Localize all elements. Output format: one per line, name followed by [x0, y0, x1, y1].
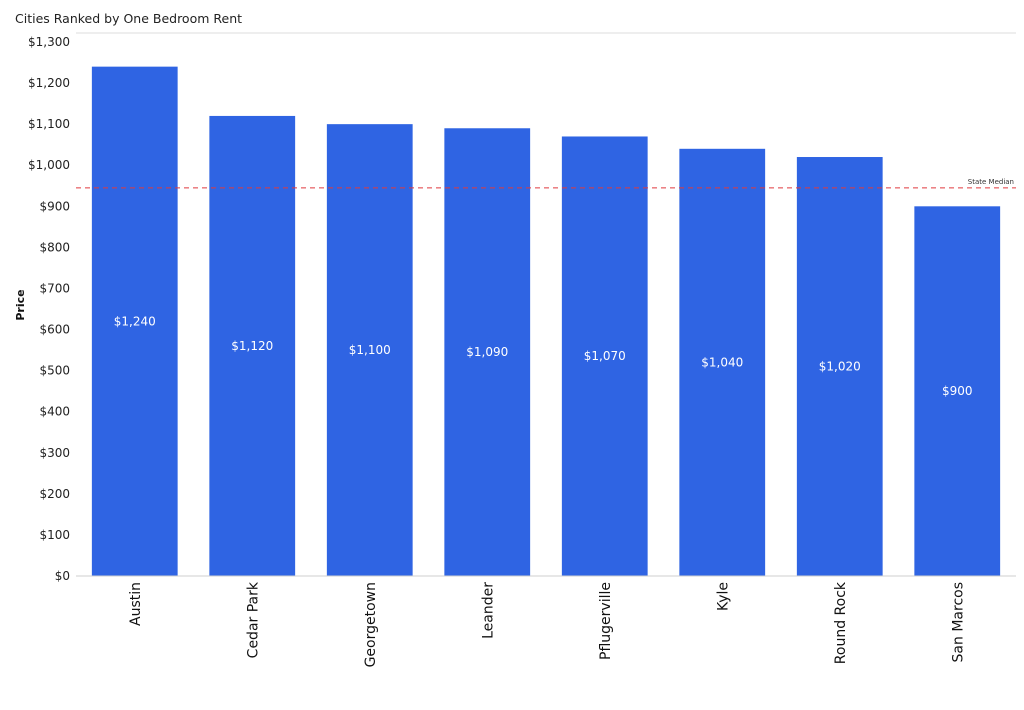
bar-value-label: $1,120: [231, 339, 273, 353]
state-median-reference: State Median: [76, 178, 1016, 189]
y-tick-label: $900: [39, 199, 70, 213]
x-category-label: Kyle: [715, 582, 731, 611]
x-category-label: Cedar Park: [245, 581, 261, 658]
bar[interactable]: [326, 124, 413, 577]
y-tick-label: $800: [39, 240, 70, 254]
bar-value-label: $1,070: [584, 349, 626, 363]
bar-value-label: $900: [942, 384, 973, 398]
y-tick-label: $1,200: [28, 76, 70, 90]
bar[interactable]: [679, 148, 766, 577]
y-tick-label: $0: [55, 569, 70, 583]
bar-value-label: $1,020: [819, 360, 861, 374]
chart-title: Cities Ranked by One Bedroom Rent: [15, 11, 243, 26]
x-axis: Austin Cedar Park Georgetown Leander Pfluger…: [128, 581, 967, 667]
x-category-label: Austin: [128, 582, 144, 626]
y-tick-label: $100: [39, 528, 70, 542]
bar[interactable]: [561, 136, 648, 576]
y-tick-label: $200: [39, 487, 70, 501]
y-tick-label: $600: [39, 323, 70, 337]
x-category-label: Pflugerville: [598, 582, 614, 660]
y-tick-label: $1,300: [28, 35, 70, 49]
bar-value-label: $1,100: [349, 343, 391, 357]
bar[interactable]: [91, 66, 178, 577]
bar-value-label: $1,040: [701, 355, 743, 369]
bar[interactable]: [444, 128, 531, 576]
y-tick-label: $300: [39, 446, 70, 460]
bars: $1,240 $1,120 $1,100 $1,090 $1,070 $1,040 $1,0…: [91, 66, 1001, 577]
y-tick-label: $400: [39, 405, 70, 419]
bar[interactable]: [796, 157, 883, 576]
bar-value-label: $1,090: [466, 345, 508, 359]
x-category-label: Georgetown: [363, 582, 379, 667]
x-category-label: Round Rock: [833, 581, 849, 664]
x-category-label: Leander: [480, 582, 496, 639]
bar[interactable]: [209, 115, 296, 576]
y-axis: $0 $100 $200 $300 $400 $500 $600 $700 $800 $900 $1…: [28, 35, 70, 583]
x-category-label: San Marcos: [950, 582, 966, 662]
bar-value-label: $1,240: [114, 314, 156, 328]
bar[interactable]: [914, 206, 1001, 577]
reference-line-label: State Median: [968, 178, 1014, 186]
y-tick-label: $500: [39, 364, 70, 378]
y-axis-title: Price: [14, 289, 27, 320]
y-tick-label: $1,000: [28, 158, 70, 172]
y-tick-label: $700: [39, 281, 70, 295]
y-tick-label: $1,100: [28, 117, 70, 131]
